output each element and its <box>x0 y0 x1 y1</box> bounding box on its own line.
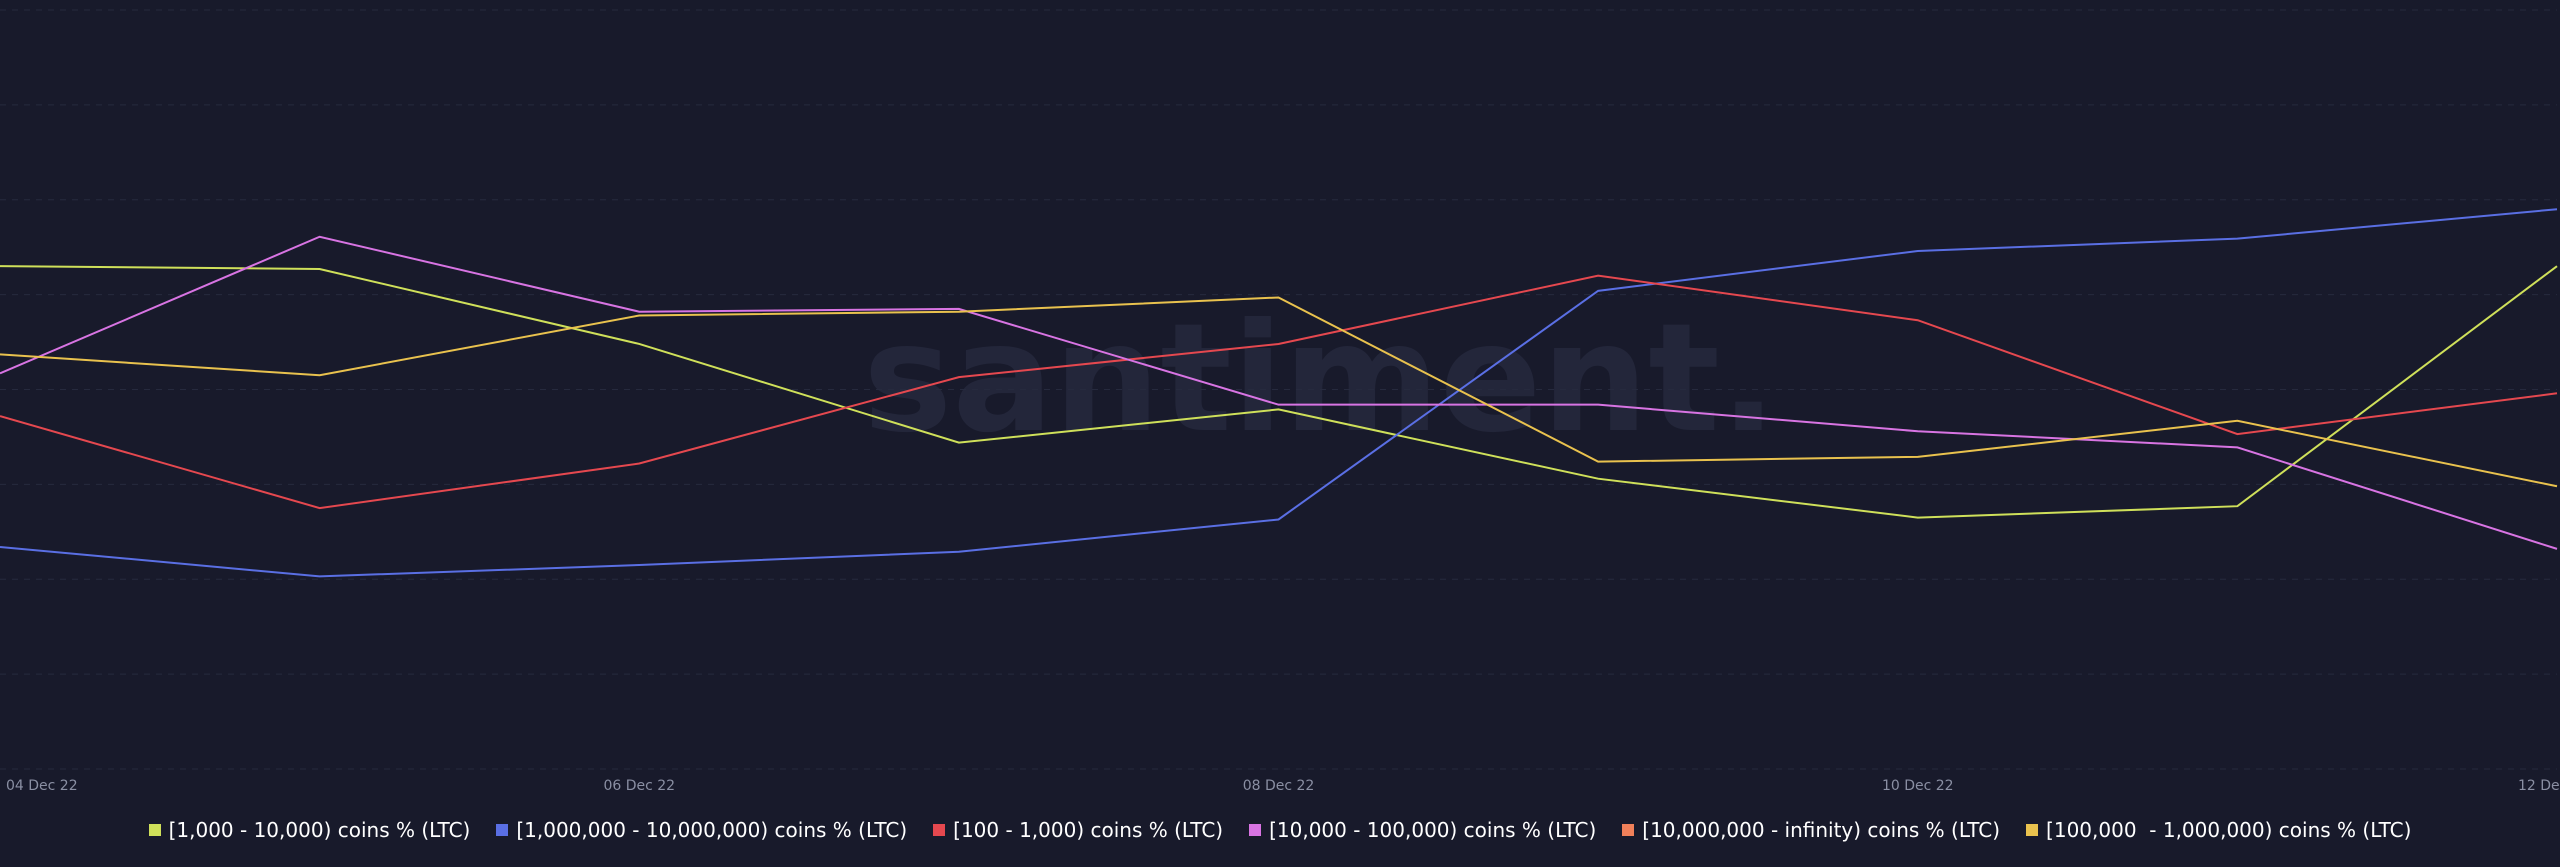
x-tick-label: 04 Dec 22 <box>6 778 78 794</box>
legend-swatch <box>148 824 161 836</box>
legend-label: [1,000 - 10,000) coins % (LTC) <box>168 818 471 842</box>
legend-label: [10,000,000 - infinity) coins % (LTC) <box>1642 818 2001 842</box>
series-line <box>0 235 2558 550</box>
legend-item[interactable]: [100,000 - 1,000,000) coins % (LTC) <box>2026 818 2411 842</box>
legend-item[interactable]: [10,000,000 - infinity) coins % (LTC) <box>1622 818 2000 842</box>
legend-item[interactable]: [1,000,000 - 10,000,000) coins % (LTC) <box>496 818 907 842</box>
legend-swatch <box>2026 824 2039 836</box>
legend-swatch <box>496 824 509 836</box>
series-line <box>0 265 2558 519</box>
legend-label: [1,000,000 - 10,000,000) coins % (LTC) <box>516 818 908 842</box>
legend-label: [100,000 - 1,000,000) coins % (LTC) <box>2046 818 2412 842</box>
x-tick-label: 12 Dec 22 <box>2518 778 2560 794</box>
legend-label: [10,000 - 100,000) coins % (LTC) <box>1269 818 1597 842</box>
legend: [1,000 - 10,000) coins % (LTC) [1,000,000… <box>0 818 2560 842</box>
legend-label: [100 - 1,000) coins % (LTC) <box>953 818 1224 842</box>
x-tick-label: 06 Dec 22 <box>603 778 675 794</box>
legend-swatch <box>933 824 946 836</box>
legend-item[interactable]: [100 - 1,000) coins % (LTC) <box>933 818 1223 842</box>
legend-swatch <box>1249 824 1262 836</box>
x-tick-label: 08 Dec 22 <box>1243 778 1315 794</box>
legend-item[interactable]: [1,000 - 10,000) coins % (LTC) <box>148 818 471 842</box>
legend-item[interactable]: [10,000 - 100,000) coins % (LTC) <box>1249 818 1596 842</box>
series-line <box>0 296 2558 488</box>
x-tick-label: 10 Dec 22 <box>1882 778 1954 794</box>
chart: santiment. 04 Dec 22 06 Dec 22 08 Dec 22 10… <box>0 9 2560 794</box>
legend-swatch <box>1622 824 1635 836</box>
series-line <box>0 274 2558 510</box>
series-line <box>0 208 2558 578</box>
